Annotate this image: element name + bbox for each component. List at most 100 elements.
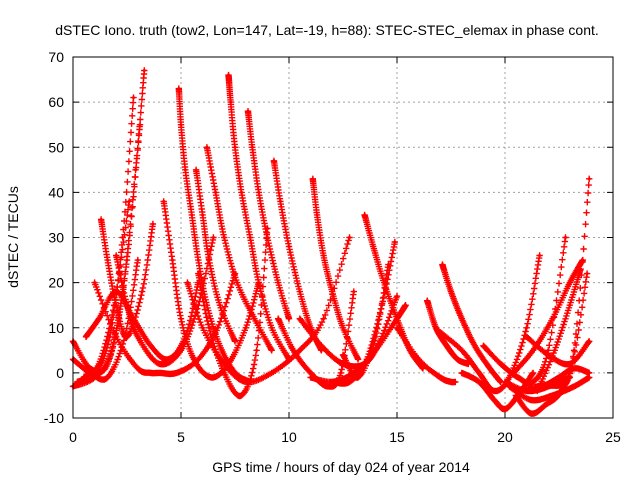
data-point — [352, 290, 356, 294]
series-pass-29 — [437, 252, 543, 395]
series-pass-28 — [439, 261, 504, 386]
data-point — [106, 375, 110, 379]
data-point — [363, 213, 367, 217]
data-point — [138, 123, 142, 127]
data-point — [298, 290, 302, 294]
y-tick-label: 50 — [48, 139, 64, 155]
data-point — [341, 362, 345, 366]
y-tick-label: 70 — [48, 49, 64, 65]
data-point — [162, 199, 166, 203]
series-pass-37 — [506, 374, 593, 404]
series-markers — [424, 297, 472, 368]
data-point — [453, 380, 457, 384]
data-point — [393, 240, 397, 244]
data-point — [382, 281, 386, 285]
data-point — [531, 380, 535, 384]
data-point — [440, 263, 444, 267]
data-point — [551, 317, 555, 321]
data-point — [166, 357, 170, 361]
series-pass-34 — [510, 256, 586, 377]
data-point — [136, 366, 140, 370]
data-point — [222, 371, 226, 375]
y-tick-label: 0 — [56, 365, 64, 381]
data-point — [434, 326, 438, 330]
data-point — [499, 380, 503, 384]
data-point — [531, 348, 535, 352]
data-point — [572, 366, 576, 370]
data-point — [149, 371, 153, 375]
data-point — [196, 272, 200, 276]
data-point — [287, 317, 291, 321]
data-point — [425, 299, 429, 303]
data-point — [252, 317, 256, 321]
data-point — [449, 290, 453, 294]
data-point — [278, 199, 282, 203]
data-point — [125, 258, 129, 262]
data-point — [136, 258, 140, 262]
data-point — [326, 384, 330, 388]
data-point — [291, 348, 295, 352]
data-point — [492, 398, 496, 402]
x-tick-label: 25 — [605, 429, 621, 445]
data-point — [347, 380, 351, 384]
data-point — [352, 371, 356, 375]
series-markers — [393, 324, 459, 386]
data-point — [123, 335, 127, 339]
data-point — [142, 69, 146, 73]
data-layer — [69, 67, 593, 417]
data-point — [568, 281, 572, 285]
data-point — [114, 290, 118, 294]
data-point — [544, 402, 548, 406]
data-point — [276, 317, 280, 321]
x-axis-title: GPS time / hours of day 024 of year 2014 — [212, 459, 470, 475]
data-point — [257, 190, 261, 194]
data-point — [239, 393, 243, 397]
data-point — [581, 258, 585, 262]
data-point — [190, 213, 194, 217]
y-tick-label: 20 — [48, 275, 64, 291]
data-point — [507, 384, 511, 388]
x-tick-label: 5 — [177, 429, 185, 445]
data-point — [568, 362, 572, 366]
data-point — [460, 371, 464, 375]
data-point — [99, 217, 103, 221]
data-point — [207, 258, 211, 262]
data-point — [322, 254, 326, 258]
data-point — [587, 177, 591, 181]
data-point — [529, 411, 533, 415]
data-point — [525, 335, 529, 339]
data-point — [488, 366, 492, 370]
data-point — [380, 303, 384, 307]
data-point — [568, 375, 572, 379]
x-tick-label: 20 — [497, 429, 513, 445]
series-pass-12 — [192, 166, 239, 345]
data-point — [175, 371, 179, 375]
y-tick-label: 40 — [48, 184, 64, 200]
data-point — [114, 254, 118, 258]
data-point — [244, 326, 248, 330]
data-point — [194, 168, 198, 172]
data-point — [512, 371, 516, 375]
data-point — [170, 258, 174, 262]
data-point — [514, 393, 518, 397]
data-point — [255, 348, 259, 352]
data-point — [529, 398, 533, 402]
data-point — [227, 73, 231, 77]
data-point — [257, 281, 261, 285]
data-point — [417, 357, 421, 361]
data-point — [322, 317, 326, 321]
data-point — [309, 371, 313, 375]
series-pass-26 — [393, 324, 459, 386]
data-point — [503, 407, 507, 411]
series-pass-07 — [91, 270, 239, 378]
data-point — [149, 344, 153, 348]
data-point — [347, 236, 351, 239]
data-point — [131, 317, 135, 321]
data-point — [438, 375, 442, 379]
data-point — [341, 326, 345, 330]
data-point — [309, 375, 313, 379]
data-point — [151, 222, 155, 226]
series-pass-27 — [424, 297, 472, 368]
series-pass-13 — [203, 144, 275, 354]
